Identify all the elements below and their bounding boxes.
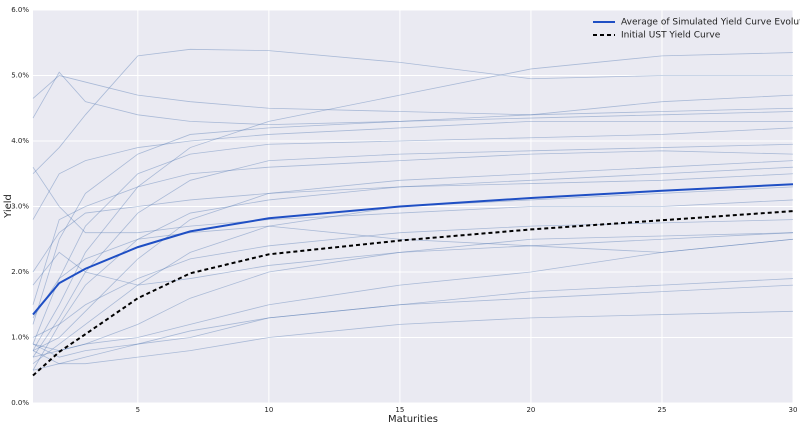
legend-label: Initial UST Yield Curve	[621, 31, 721, 41]
simulated-line	[32, 127, 794, 345]
x-axis-label: Maturities	[388, 414, 438, 425]
x-tick-label: 25	[658, 406, 667, 414]
simulated-line	[32, 166, 794, 371]
simulated-line	[32, 232, 794, 286]
y-tick-label: 6.0%	[11, 6, 29, 14]
y-tick-label: 1.0%	[11, 334, 29, 342]
simulated-line	[32, 71, 794, 126]
simulated-line	[32, 278, 794, 371]
simulated-line	[32, 225, 794, 319]
simulated-line	[32, 143, 794, 358]
x-tick-label: 20	[526, 406, 535, 414]
simulated-line	[32, 186, 794, 365]
y-tick-label: 4.0%	[11, 137, 29, 145]
x-tick-label: 15	[395, 406, 404, 414]
y-tick-label: 5.0%	[11, 72, 29, 80]
y-tick-label: 3.0%	[11, 203, 29, 211]
simulated-line	[32, 284, 794, 358]
simulated-line	[32, 238, 794, 358]
simulated-line	[32, 48, 793, 175]
simulated-line	[32, 120, 793, 220]
x-tick-label: 5	[136, 406, 140, 414]
y-axis-label: Yield	[3, 194, 14, 219]
simulated-line	[32, 75, 794, 116]
simulated-line	[32, 52, 794, 351]
simulated-line	[32, 150, 794, 305]
x-tick-label: 10	[264, 406, 273, 414]
simulated-line	[32, 310, 794, 365]
simulated-line	[32, 166, 794, 234]
series-line	[32, 210, 794, 377]
y-tick-label: 0.0%	[11, 399, 29, 407]
series-line	[32, 183, 794, 316]
legend-label: Average of Simulated Yield Curve Evoluti…	[621, 18, 800, 28]
simulated-line	[32, 173, 794, 273]
simulated-line	[32, 232, 794, 352]
y-tick-label: 2.0%	[11, 268, 29, 276]
simulated-line	[32, 94, 794, 325]
simulated-line	[32, 160, 794, 351]
x-tick-label: 30	[789, 406, 798, 414]
